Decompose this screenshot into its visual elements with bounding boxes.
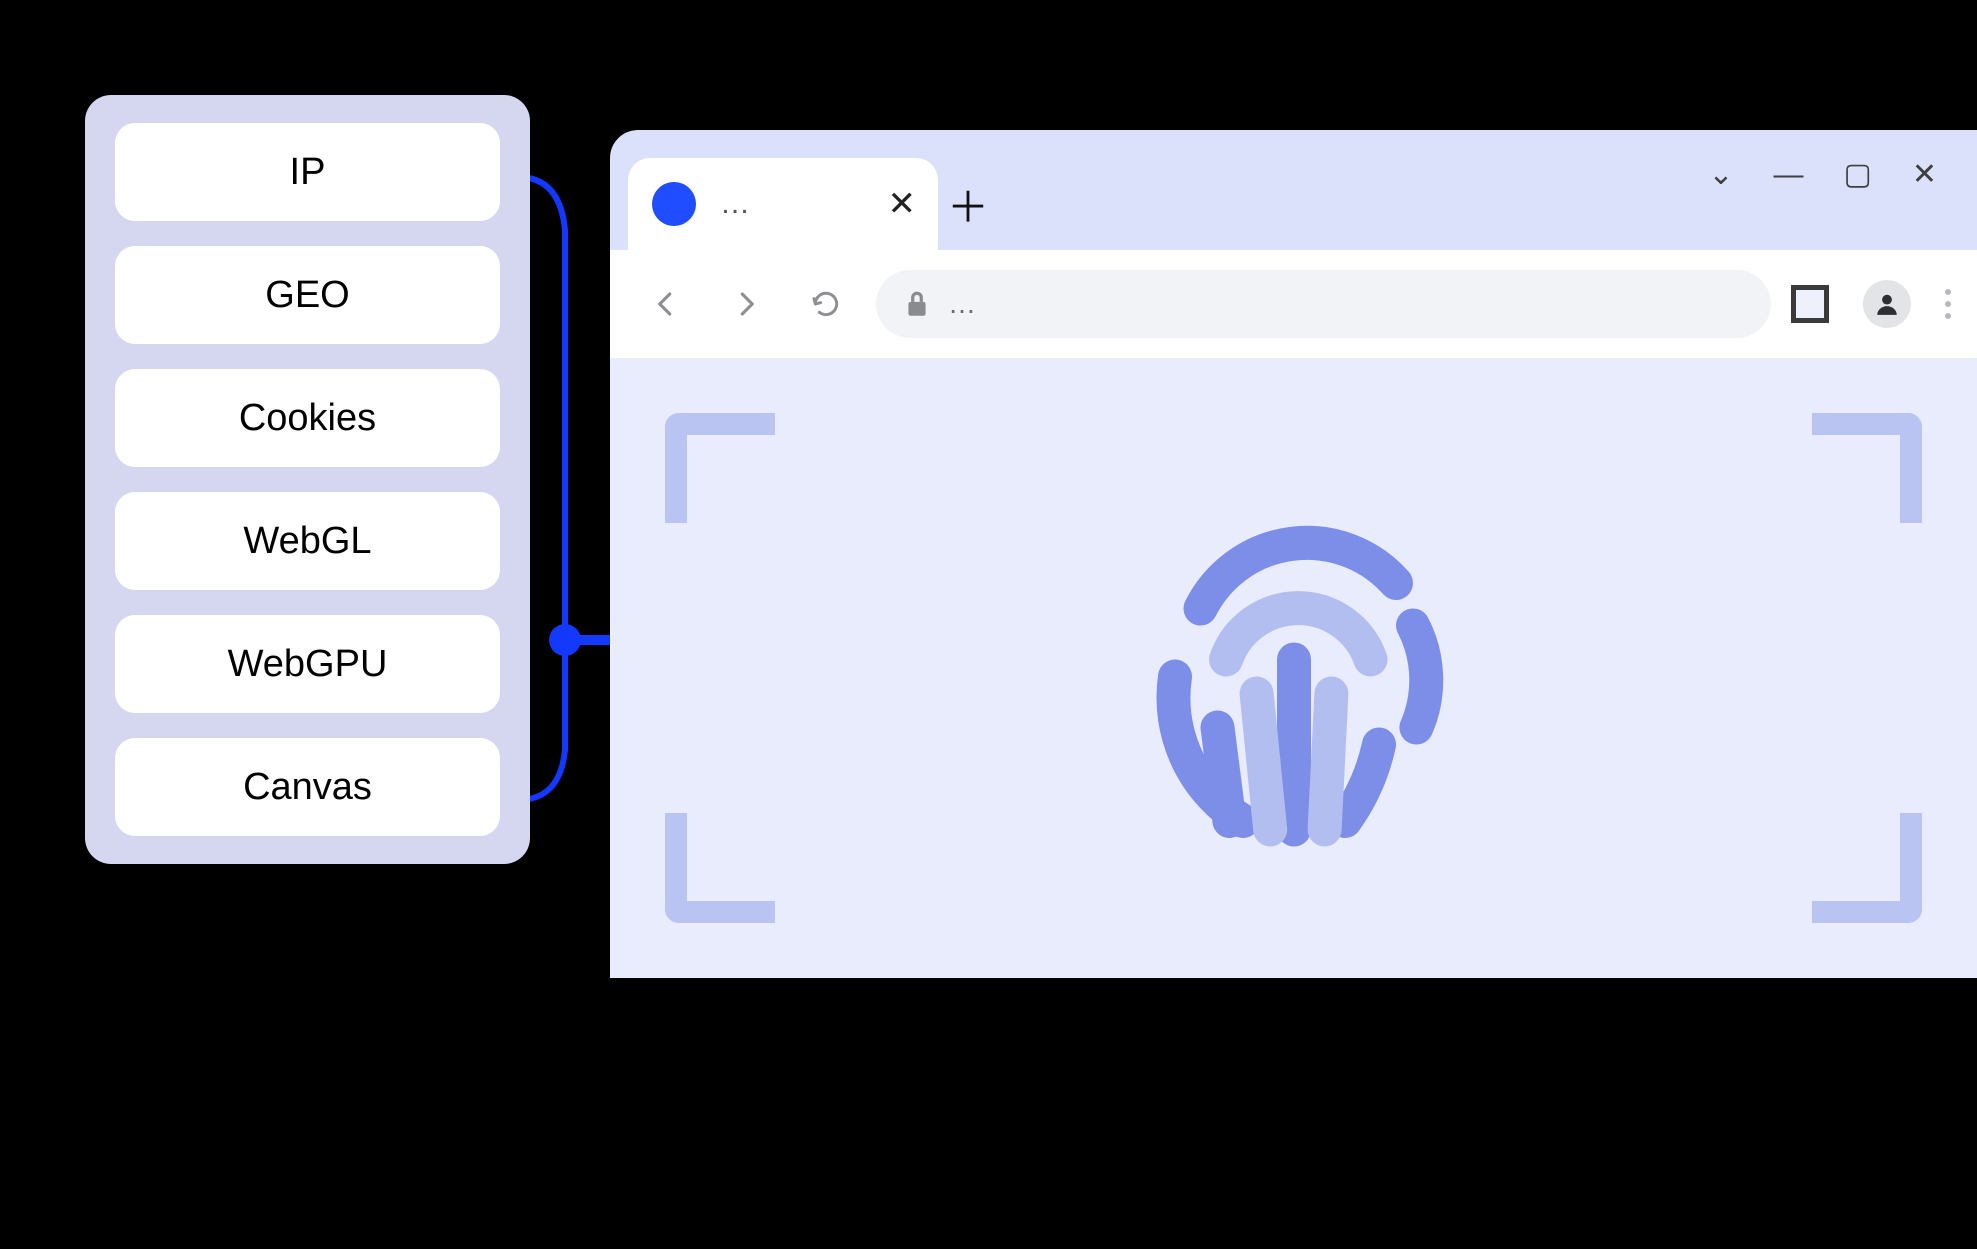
kebab-menu-icon[interactable] xyxy=(1945,289,1951,319)
minimize-icon[interactable]: — xyxy=(1774,160,1804,190)
factor-pill-webgl: WebGL xyxy=(115,492,500,590)
arrow-left-icon xyxy=(651,289,681,319)
maximize-icon[interactable]: ▢ xyxy=(1844,160,1872,190)
browser-toolbar: … xyxy=(610,250,1977,358)
factor-pill-geo: GEO xyxy=(115,246,500,344)
pill-label: Cookies xyxy=(239,397,376,440)
browser-content xyxy=(610,358,1977,978)
arrow-right-icon xyxy=(731,289,761,319)
tab-title: … xyxy=(720,187,754,221)
new-tab-button[interactable]: ＋ xyxy=(938,158,998,250)
reload-button[interactable] xyxy=(796,274,856,334)
tab-close-icon[interactable]: ✕ xyxy=(888,187,917,221)
browser-tab[interactable]: … ✕ xyxy=(628,158,938,250)
back-button[interactable] xyxy=(636,274,696,334)
pill-label: Canvas xyxy=(243,766,372,809)
scan-frame-corner xyxy=(665,413,775,523)
profile-avatar-icon[interactable] xyxy=(1863,280,1911,328)
factor-pill-cookies: Cookies xyxy=(115,369,500,467)
person-icon xyxy=(1874,291,1900,317)
pill-label: WebGPU xyxy=(228,643,388,686)
lock-icon xyxy=(904,289,930,319)
fingerprint-icon xyxy=(1124,488,1464,848)
tab-favicon-icon xyxy=(652,182,696,226)
factor-pill-canvas: Canvas xyxy=(115,738,500,836)
plus-icon: ＋ xyxy=(947,174,989,235)
factor-pill-webgpu: WebGPU xyxy=(115,615,500,713)
factor-pill-ip: IP xyxy=(115,123,500,221)
browser-titlebar: … ✕ ＋ ⌄ — ▢ ✕ xyxy=(610,130,1977,250)
address-bar[interactable]: … xyxy=(876,270,1771,338)
browser-window: … ✕ ＋ ⌄ — ▢ ✕ … xyxy=(610,130,1977,978)
forward-button[interactable] xyxy=(716,274,776,334)
address-text: … xyxy=(948,288,980,320)
scan-frame-corner xyxy=(665,813,775,923)
window-controls: ⌄ — ▢ ✕ xyxy=(1708,160,1937,190)
pill-label: IP xyxy=(290,151,326,194)
fingerprint-factors-panel: IP GEO Cookies WebGL WebGPU Canvas xyxy=(85,95,530,864)
reload-icon xyxy=(810,288,842,320)
scan-frame-corner xyxy=(1812,813,1922,923)
extension-icon[interactable] xyxy=(1791,285,1829,323)
pill-label: GEO xyxy=(265,274,349,317)
toolbar-icons xyxy=(1791,280,1951,328)
scan-frame-corner xyxy=(1812,413,1922,523)
close-icon[interactable]: ✕ xyxy=(1912,160,1937,190)
chevron-down-icon[interactable]: ⌄ xyxy=(1708,160,1733,190)
pill-label: WebGL xyxy=(243,520,371,563)
